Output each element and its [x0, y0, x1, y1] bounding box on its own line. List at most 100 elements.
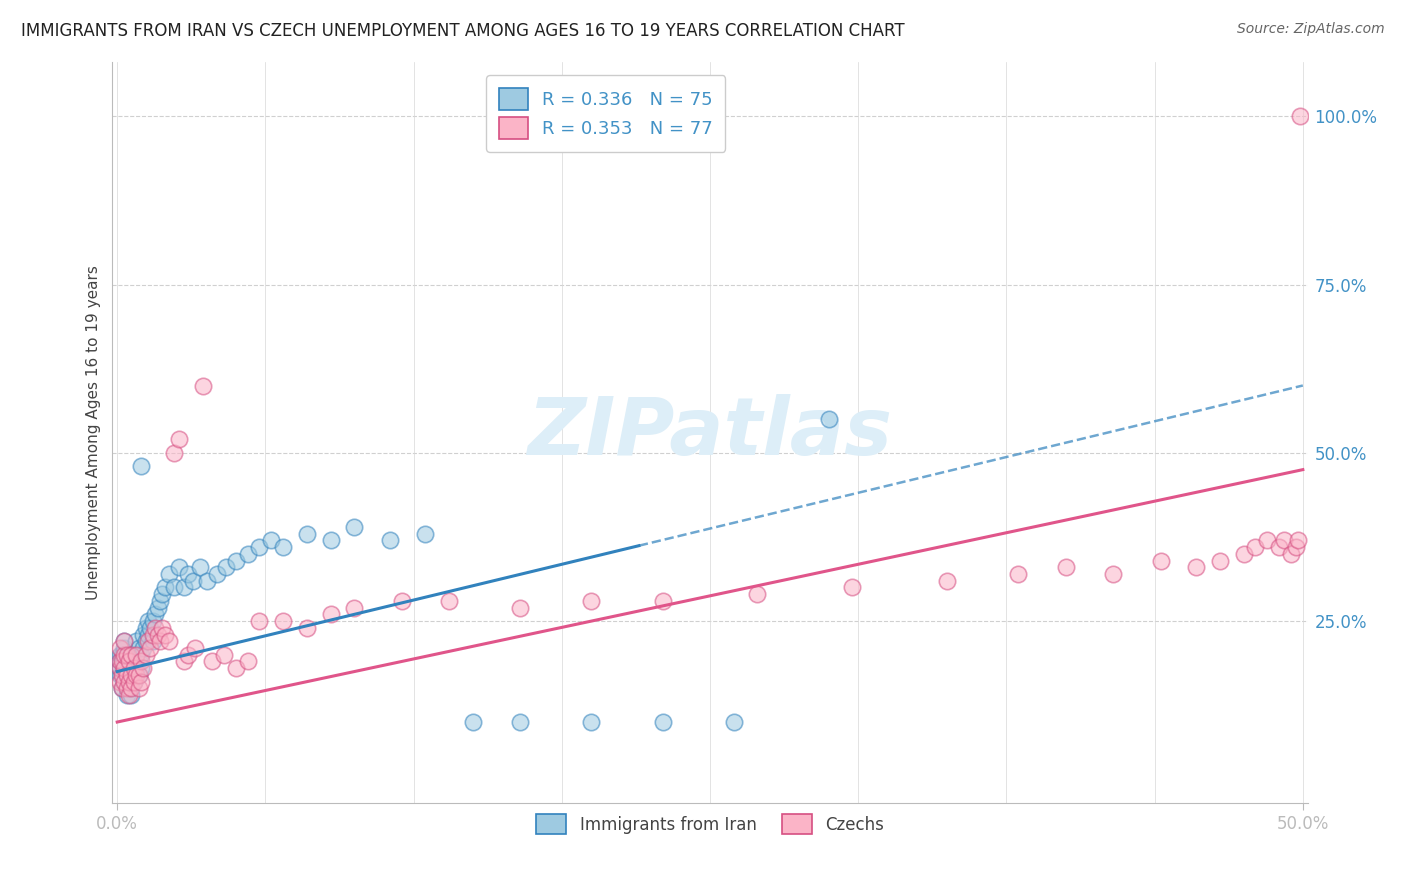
Point: [132, 640, 155, 655]
Point: [112, 634, 135, 648]
Point: [118, 661, 141, 675]
Point: [118, 674, 141, 689]
Point: [581, 594, 603, 608]
Point: [136, 627, 159, 641]
Point: [149, 594, 172, 608]
Point: [319, 607, 342, 622]
Point: [115, 688, 138, 702]
Text: ZIPatlas: ZIPatlas: [527, 393, 893, 472]
Point: [271, 614, 294, 628]
Point: [139, 640, 162, 655]
Point: [120, 681, 142, 696]
Point: [1149, 553, 1171, 567]
Point: [1209, 553, 1232, 567]
Point: [122, 655, 145, 669]
Point: [1054, 560, 1077, 574]
Point: [125, 668, 148, 682]
Point: [212, 648, 235, 662]
Point: [128, 668, 150, 682]
Point: [249, 614, 271, 628]
Point: [118, 674, 141, 689]
Point: [142, 614, 165, 628]
Point: [108, 661, 131, 675]
Point: [1268, 540, 1291, 554]
Point: [129, 655, 152, 669]
Point: [108, 648, 131, 662]
Point: [120, 688, 142, 702]
Point: [191, 378, 214, 392]
Point: [108, 661, 131, 675]
Point: [111, 648, 134, 662]
Point: [181, 574, 204, 588]
Point: [201, 655, 224, 669]
Point: [150, 621, 173, 635]
Point: [225, 661, 247, 675]
Point: [112, 674, 135, 689]
Point: [132, 661, 155, 675]
Point: [1279, 547, 1302, 561]
Point: [111, 668, 134, 682]
Point: [135, 621, 157, 635]
Point: [125, 648, 148, 662]
Point: [215, 560, 238, 574]
Point: [111, 668, 134, 682]
Point: [129, 459, 152, 474]
Point: [143, 621, 166, 635]
Point: [112, 674, 135, 689]
Point: [112, 661, 135, 675]
Point: [118, 688, 141, 702]
Point: [108, 655, 131, 669]
Point: [128, 655, 150, 669]
Point: [205, 566, 228, 581]
Point: [128, 668, 150, 682]
Point: [188, 560, 211, 574]
Point: [122, 674, 145, 689]
Point: [129, 648, 152, 662]
Point: [177, 648, 200, 662]
Point: [112, 655, 135, 669]
Point: [1286, 533, 1309, 548]
Point: [1272, 533, 1295, 548]
Point: [146, 600, 169, 615]
Point: [236, 655, 259, 669]
Point: [122, 661, 145, 675]
Point: [437, 594, 460, 608]
Point: [1102, 566, 1125, 581]
Point: [343, 600, 366, 615]
Point: [112, 648, 135, 662]
Point: [118, 655, 141, 669]
Point: [723, 714, 745, 729]
Point: [651, 714, 673, 729]
Point: [167, 560, 190, 574]
Point: [135, 648, 157, 662]
Point: [195, 574, 218, 588]
Point: [167, 433, 190, 447]
Point: [118, 648, 141, 662]
Point: [295, 621, 318, 635]
Point: [1007, 566, 1029, 581]
Point: [120, 668, 142, 682]
Point: [319, 533, 342, 548]
Point: [120, 648, 142, 662]
Point: [128, 640, 150, 655]
Point: [173, 581, 195, 595]
Point: [118, 681, 141, 696]
Point: [153, 627, 176, 641]
Point: [115, 655, 138, 669]
Point: [108, 668, 131, 682]
Point: [461, 714, 484, 729]
Point: [135, 634, 157, 648]
Point: [120, 661, 142, 675]
Point: [132, 627, 155, 641]
Point: [111, 681, 134, 696]
Point: [129, 674, 152, 689]
Point: [817, 412, 839, 426]
Point: [112, 640, 135, 655]
Text: Source: ZipAtlas.com: Source: ZipAtlas.com: [1237, 22, 1385, 37]
Point: [125, 634, 148, 648]
Point: [128, 681, 150, 696]
Point: [122, 674, 145, 689]
Point: [1289, 109, 1312, 123]
Point: [108, 655, 131, 669]
Point: [581, 714, 603, 729]
